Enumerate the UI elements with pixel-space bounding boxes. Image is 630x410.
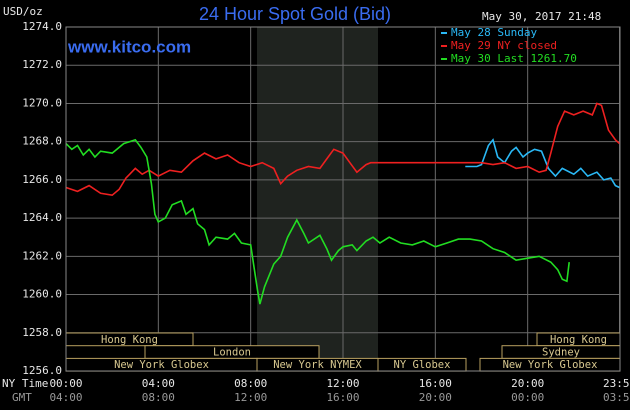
- session-label: New York NYMEX: [273, 359, 362, 371]
- y-tick-label: 1272.0: [22, 58, 62, 71]
- y-tick-label: 1256.0: [22, 364, 62, 377]
- y-tick-label: 1270.0: [22, 96, 62, 109]
- x-tick-label: 00:00: [49, 377, 82, 390]
- chart-title: 24 Hour Spot Gold (Bid): [199, 4, 391, 24]
- y-tick-label: 1268.0: [22, 135, 62, 148]
- y-tick-label: 1266.0: [22, 173, 62, 186]
- x-tick-label: 16:00: [419, 377, 452, 390]
- session-label: Hong Kong: [101, 334, 158, 346]
- session-label: Sydney: [542, 347, 580, 359]
- x-tick-label: 12:00: [326, 377, 359, 390]
- y-tick-label: 1258.0: [22, 326, 62, 339]
- legend-label: May 30 Last 1261.70: [451, 52, 577, 65]
- x2-tick-label: 04:00: [49, 391, 82, 404]
- session-shade: [257, 27, 378, 371]
- chart-subtitle: www.kitco.com: [67, 37, 191, 56]
- x2-tick-label: 03:59: [603, 391, 630, 404]
- y-tick-label: 1260.0: [22, 288, 62, 301]
- x-axis-label: NY Time: [2, 377, 48, 390]
- y-tick-label: 1264.0: [22, 211, 62, 224]
- x2-tick-label: 12:00: [234, 391, 267, 404]
- x-tick-label: 04:00: [142, 377, 175, 390]
- y-tick-label: 1274.0: [22, 20, 62, 33]
- session-label: NY Globex: [394, 359, 451, 371]
- price-line: [65, 102, 621, 197]
- x2-tick-label: 00:00: [511, 391, 544, 404]
- price-line: [465, 138, 620, 189]
- x-tick-label: 20:00: [511, 377, 544, 390]
- x-tick-label: 08:00: [234, 377, 267, 390]
- plot-border: [65, 26, 621, 372]
- x2-axis-label: GMT: [12, 391, 32, 404]
- session-label: New York Globex: [503, 359, 598, 371]
- x2-tick-label: 20:00: [419, 391, 452, 404]
- lines: [65, 102, 621, 305]
- price-line: [65, 138, 570, 305]
- session-label: London: [213, 347, 251, 359]
- chart-date: May 30, 2017 21:48: [482, 10, 601, 23]
- sessions: Hong Kong London New York Globex New York N…: [65, 332, 621, 372]
- y-axis-label: USD/oz: [3, 5, 43, 18]
- x-tick-label: 23:59: [603, 377, 630, 390]
- legend-label: May 28 Sunday: [451, 26, 537, 39]
- session-label: New York Globex: [114, 359, 209, 371]
- x2-tick-label: 08:00: [142, 391, 175, 404]
- legend-label: May 29 NY closed: [451, 39, 557, 52]
- y-tick-label: 1262.0: [22, 249, 62, 262]
- x2-tick-label: 16:00: [326, 391, 359, 404]
- session-label: Hong Kong: [550, 334, 607, 346]
